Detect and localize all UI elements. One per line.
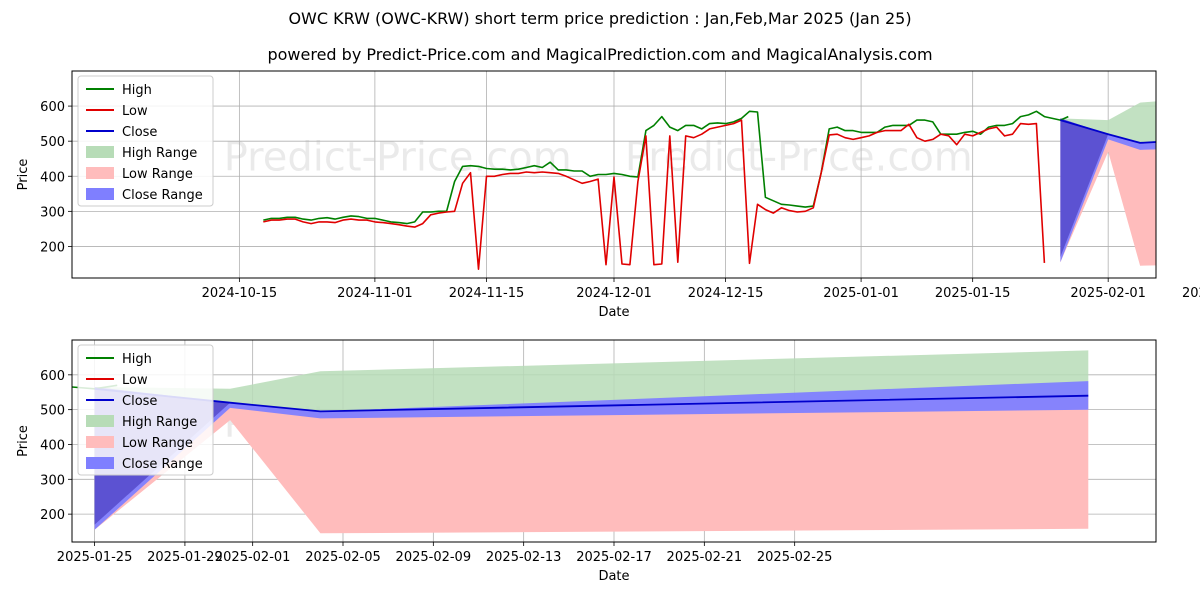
top-ylabel: Price: [16, 159, 31, 191]
top-ytick-label: 500: [40, 135, 65, 150]
bottom-legend-swatch-5: [86, 457, 114, 469]
top-close-line: [1060, 119, 1156, 144]
bottom-frame: [71, 339, 1157, 543]
top-panel: Predict-Price.com Predict-Price.com200300…: [16, 70, 1200, 320]
bottom-low-range-area: [94, 388, 1089, 534]
top-xtick-label: 2024-12-15: [688, 286, 764, 301]
top-close-range-initial: [1060, 118, 1109, 257]
bottom-xtick-label: 2025-02-13: [486, 550, 562, 565]
top-xtick-label: 2025-01-15: [935, 286, 1011, 301]
top-low-line: [263, 119, 1046, 271]
top-legend-label-4: Low Range: [122, 167, 193, 182]
bottom-ytick-label: 600: [40, 369, 65, 384]
bottom-legend-swatch-3: [86, 415, 114, 427]
top-legend-swatch-3: [86, 146, 114, 158]
bottom-legend-label-0: High: [122, 352, 152, 367]
bottom-xtick-label: 2025-01-25: [57, 550, 133, 565]
top-legend-label-5: Close Range: [122, 188, 203, 203]
top-xtick-label: 2024-12-01: [576, 286, 652, 301]
top-legend-swatch-4: [86, 167, 114, 179]
bottom-legend-label-2: Close: [122, 394, 157, 409]
top-ytick-label: 200: [40, 240, 65, 255]
top-xtick-label: 2024-11-15: [449, 286, 525, 301]
top-xtick-label: 2025-01-01: [823, 286, 899, 301]
top-xlabel: Date: [598, 305, 629, 320]
top-legend-label-3: High Range: [122, 146, 197, 161]
top-ytick-label: 600: [40, 100, 65, 115]
bottom-xlabel: Date: [598, 569, 629, 584]
top-ytick-label: 400: [40, 170, 65, 185]
bottom-legend-label-1: Low: [122, 373, 148, 388]
top-ytick-label: 300: [40, 205, 65, 220]
top-xtick-label: 2025-02-15: [1182, 286, 1200, 301]
top-high-range-area: [1060, 101, 1156, 143]
bottom-panel: Predict-Price.comPredict-Price.com200300…: [16, 339, 1157, 584]
bottom-xtick-label: 2025-02-25: [757, 550, 833, 565]
bottom-ytick-label: 400: [40, 438, 65, 453]
bottom-legend-label-4: Low Range: [122, 436, 193, 451]
top-legend-label-0: High: [122, 83, 152, 98]
bottom-ytick-label: 300: [40, 473, 65, 488]
bottom-legend-label-5: Close Range: [122, 457, 203, 472]
top-xtick-label: 2025-02-01: [1070, 286, 1146, 301]
bottom-ytick-label: 200: [40, 508, 65, 523]
bottom-xtick-label: 2025-02-09: [396, 550, 472, 565]
chart-subtitle: powered by Predict-Price.com and Magical…: [267, 45, 933, 64]
top-legend-label-2: Close: [122, 125, 157, 140]
bottom-xtick-label: 2025-02-05: [305, 550, 381, 565]
top-high-line: [263, 110, 1069, 225]
top-xtick-label: 2024-11-01: [337, 286, 413, 301]
top-legend-label-1: Low: [122, 104, 148, 119]
top-frame: [71, 70, 1157, 279]
bottom-xtick-label: 2025-02-21: [667, 550, 743, 565]
bottom-xtick-label: 2025-02-01: [215, 550, 291, 565]
bottom-xtick-label: 2025-02-17: [576, 550, 652, 565]
bottom-legend-label-3: High Range: [122, 415, 197, 430]
top-plot-area: [263, 101, 1156, 271]
bottom-ytick-label: 500: [40, 404, 65, 419]
bottom-close-range-area: [94, 381, 1089, 530]
bottom-ylabel: Price: [16, 425, 31, 457]
top-xtick-label: 2024-10-15: [202, 286, 278, 301]
bottom-legend-swatch-4: [86, 436, 114, 448]
top-legend-swatch-5: [86, 188, 114, 200]
bottom-xtick-label: 2025-01-29: [147, 550, 223, 565]
chart-title: OWC KRW (OWC-KRW) short term price predi…: [288, 9, 912, 28]
